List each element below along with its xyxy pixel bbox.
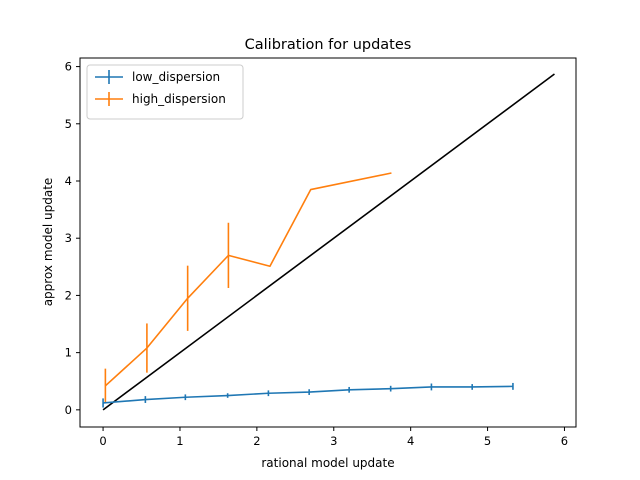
chart-title: Calibration for updates [245, 37, 412, 53]
legend-label: high_dispersion [132, 92, 226, 106]
series-line [103, 385, 513, 404]
series-line [102, 73, 555, 411]
x-tick-label: 0 [99, 434, 106, 448]
plot-frame [79, 57, 577, 428]
x-tick-label: 1 [176, 434, 183, 448]
x-axis-ticks: 0 1 2 3 4 5 6 [99, 427, 568, 448]
legend: low_dispersion high_dispersion [86, 64, 244, 120]
y-tick-label: 0 [65, 403, 72, 417]
x-axis-label: rational model update [261, 456, 394, 470]
legend-label: low_dispersion [132, 70, 220, 84]
y-tick-label: 3 [65, 231, 72, 245]
legend-box [86, 64, 244, 120]
series-line [104, 172, 392, 387]
y-tick-label: 1 [65, 346, 72, 360]
legend-item: high_dispersion [95, 92, 226, 106]
x-tick-label: 6 [561, 434, 568, 448]
y-tick-label: 2 [65, 288, 72, 302]
legend-item: low_dispersion [95, 70, 220, 84]
series-low-dispersion [102, 382, 514, 408]
y-tick-label: 6 [65, 60, 72, 74]
x-tick-label: 2 [253, 434, 260, 448]
y-axis-label: approx model update [41, 178, 55, 307]
x-tick-label: 4 [407, 434, 414, 448]
series-high-dispersion [104, 172, 392, 403]
x-tick-label: 5 [484, 434, 491, 448]
x-tick-label: 3 [330, 434, 337, 448]
series-layer [102, 73, 555, 411]
y-tick-label: 5 [65, 117, 72, 131]
y-axis-ticks: 0 1 2 3 4 5 6 [65, 60, 80, 417]
y-tick-label: 4 [65, 174, 72, 188]
identity-line [102, 73, 555, 411]
